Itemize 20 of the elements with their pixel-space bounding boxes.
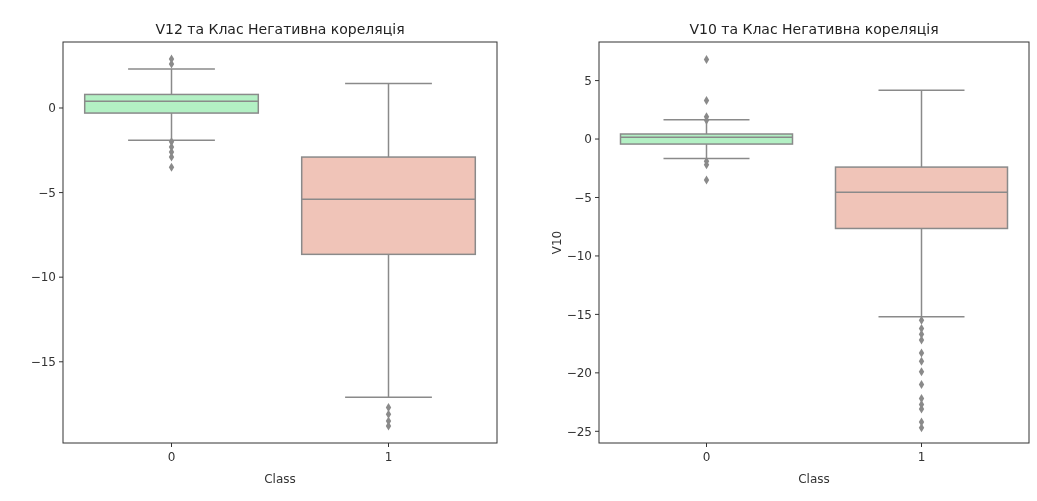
y-tick-label: −20 xyxy=(566,366,592,381)
x-tick-label: 0 xyxy=(702,450,711,464)
x-tick-label: 1 xyxy=(384,450,393,464)
x-tick-label: 1 xyxy=(917,450,926,464)
y-tick-label: 0 xyxy=(584,132,592,147)
y-tick-label: −10 xyxy=(30,270,56,285)
y-tick-label: −10 xyxy=(566,249,592,264)
y-tick-label: 0 xyxy=(48,101,56,116)
y-axis-title: V10 xyxy=(550,230,564,255)
y-tick-label: −5 xyxy=(574,190,592,205)
y-tick-label: −25 xyxy=(566,424,592,439)
x-tick-label: 0 xyxy=(167,450,176,464)
y-tick-label: −5 xyxy=(38,185,56,200)
x-axis-title: Class xyxy=(264,472,296,486)
y-tick-label: 5 xyxy=(584,73,592,88)
chart-title: V10 та Клас Негативна кореляція xyxy=(689,21,939,37)
y-tick-label: −15 xyxy=(30,354,56,369)
y-tick-label: −15 xyxy=(566,307,592,322)
x-axis-title: Class xyxy=(798,472,830,486)
chart-title: V12 та Клас Негативна кореляція xyxy=(155,21,405,37)
